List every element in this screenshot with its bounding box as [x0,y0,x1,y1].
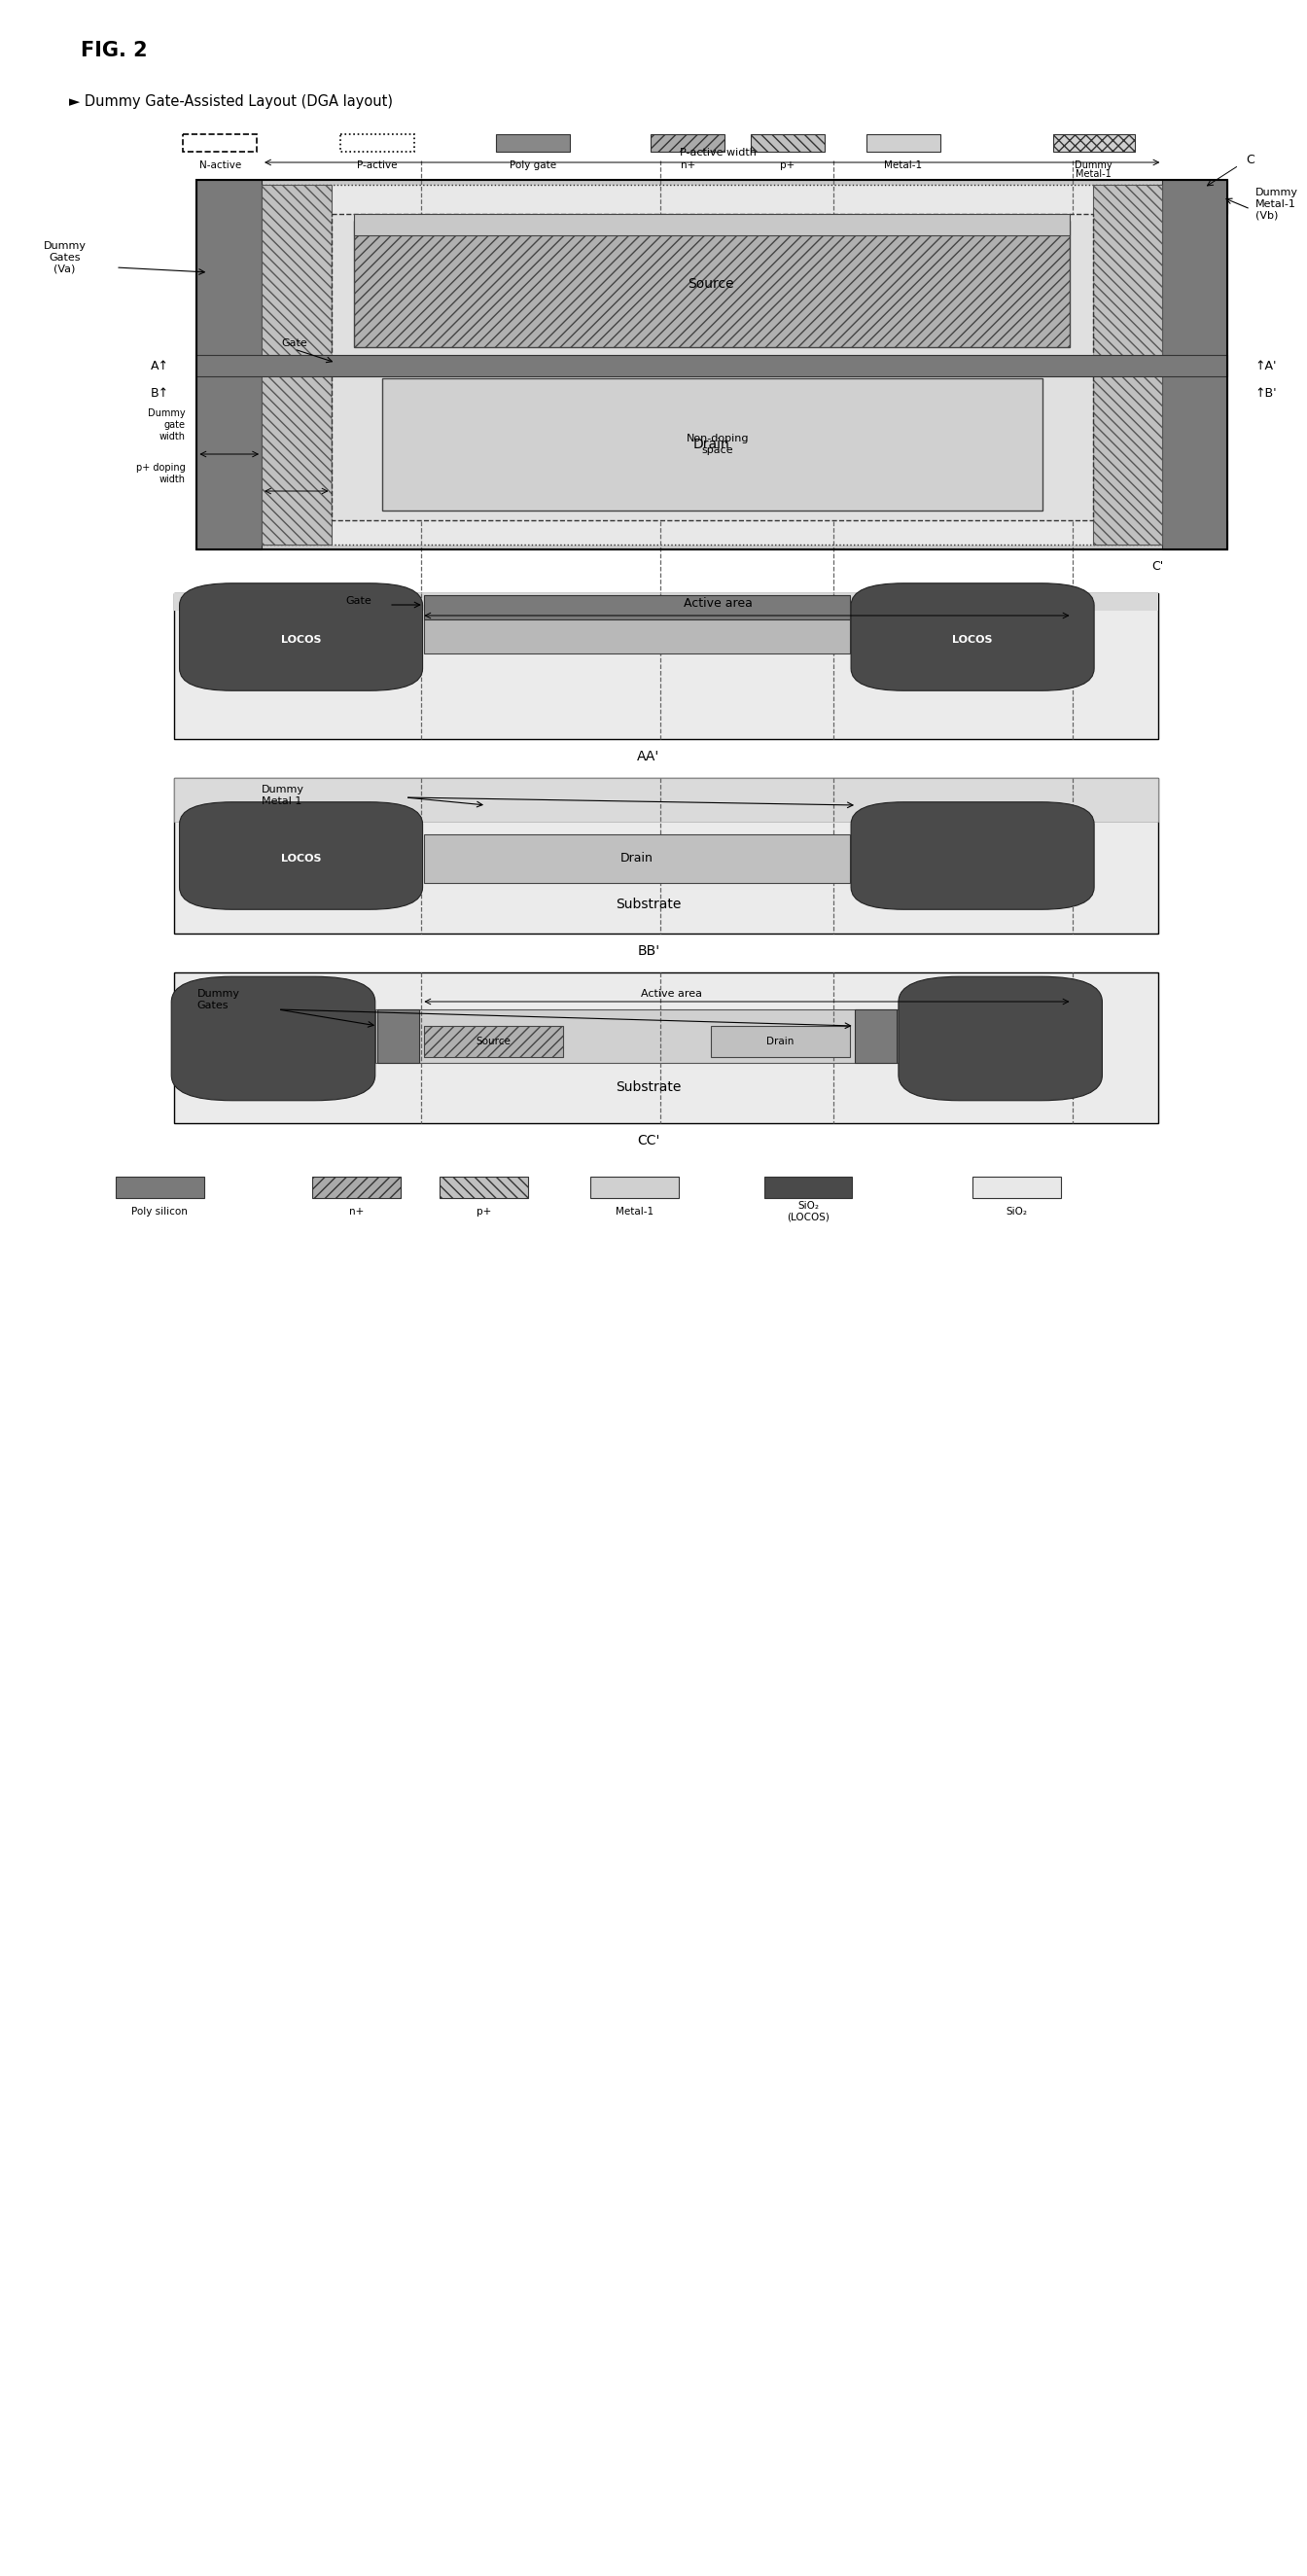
Text: Metal-1: Metal-1 [884,160,923,170]
Text: SiO₂: SiO₂ [1006,1206,1027,1216]
Bar [711,1025,850,1056]
Bar [174,974,1158,1123]
Bar [591,1177,678,1198]
Bar [495,134,570,152]
Bar [423,835,850,884]
Text: Gate: Gate [281,337,307,348]
Bar [440,1177,528,1198]
Text: Non-doping
space: Non-doping space [686,433,749,456]
Bar [197,180,1227,549]
Text: Source: Source [476,1036,511,1046]
Text: ↑B': ↑B' [1255,386,1277,399]
Text: LOCOS: LOCOS [953,636,993,644]
Text: Active area: Active area [684,598,753,611]
Text: Substrate: Substrate [616,1079,681,1095]
Bar [855,1010,897,1064]
Bar [765,1177,852,1198]
Text: AA': AA' [637,750,660,762]
Bar [197,180,261,549]
Bar [183,134,257,152]
Text: A↑: A↑ [150,358,169,371]
Bar [174,592,1158,739]
Bar [174,592,1158,611]
Text: n+: n+ [349,1206,365,1216]
Text: n+: n+ [681,160,695,170]
Text: p+ doping
width: p+ doping width [136,464,186,484]
FancyBboxPatch shape [851,801,1094,909]
Text: LOCOS: LOCOS [281,853,322,863]
Bar [197,520,1227,549]
Text: Drain: Drain [767,1036,795,1046]
Text: Gate: Gate [346,595,372,605]
Text: Dummy
gate
width: Dummy gate width [148,410,186,440]
Text: C: C [1246,155,1255,167]
Text: Dummy
Gates
(Va): Dummy Gates (Va) [43,242,86,273]
Bar [1053,134,1134,152]
Text: FIG. 2: FIG. 2 [81,41,148,59]
Bar [354,214,1070,234]
Text: ↑A': ↑A' [1255,358,1277,371]
Text: BB': BB' [637,945,660,958]
Text: Drain: Drain [621,853,654,866]
FancyBboxPatch shape [851,582,1094,690]
Text: Substrate: Substrate [616,896,681,912]
Text: Dummy
Metal 1: Dummy Metal 1 [261,786,305,806]
Text: Dummy
Gates: Dummy Gates [197,989,239,1010]
Bar [375,1010,898,1064]
Bar [378,1010,420,1064]
Bar [867,134,940,152]
Text: LOCOS: LOCOS [281,636,322,644]
Bar [1162,180,1227,549]
FancyBboxPatch shape [898,976,1102,1100]
Text: SiO₂
(LOCOS): SiO₂ (LOCOS) [787,1200,830,1221]
Text: Source: Source [687,278,735,291]
Text: Drain: Drain [693,438,729,451]
FancyBboxPatch shape [171,976,375,1100]
Text: N-active: N-active [199,160,240,170]
Bar [312,1177,401,1198]
Text: Metal-1: Metal-1 [616,1206,654,1216]
Bar [261,185,331,544]
Bar [261,185,1162,544]
Bar [174,778,1158,822]
Bar [1093,185,1162,544]
Text: p+: p+ [477,1206,491,1216]
Text: Dummy: Dummy [1074,160,1112,170]
Text: C': C' [1151,562,1163,574]
Text: CC': CC' [637,1133,660,1146]
Bar [750,134,825,152]
Bar [354,222,1070,348]
Bar [423,1025,563,1056]
Text: Poly silicon: Poly silicon [132,1206,188,1216]
Bar [423,595,850,618]
Bar [174,778,1158,933]
Bar [116,1177,204,1198]
Bar [197,180,1227,214]
Text: ► Dummy Gate-Assisted Layout (DGA layout): ► Dummy Gate-Assisted Layout (DGA layout… [69,95,393,108]
Text: Poly gate: Poly gate [510,160,555,170]
Text: Metal-1: Metal-1 [1076,170,1111,178]
Text: P-active width: P-active width [680,147,757,157]
Text: Dummy
Metal-1
(Vb): Dummy Metal-1 (Vb) [1255,188,1298,222]
Bar [331,214,1093,520]
Bar [651,134,725,152]
Text: P-active: P-active [357,160,397,170]
FancyBboxPatch shape [179,582,422,690]
Bar [197,355,1227,376]
Bar [423,616,850,654]
FancyBboxPatch shape [179,801,422,909]
Text: p+: p+ [780,160,795,170]
Bar [340,134,414,152]
Text: B↑: B↑ [150,386,169,399]
Bar [972,1177,1060,1198]
Bar [382,379,1042,510]
Text: Active area: Active area [640,989,702,999]
